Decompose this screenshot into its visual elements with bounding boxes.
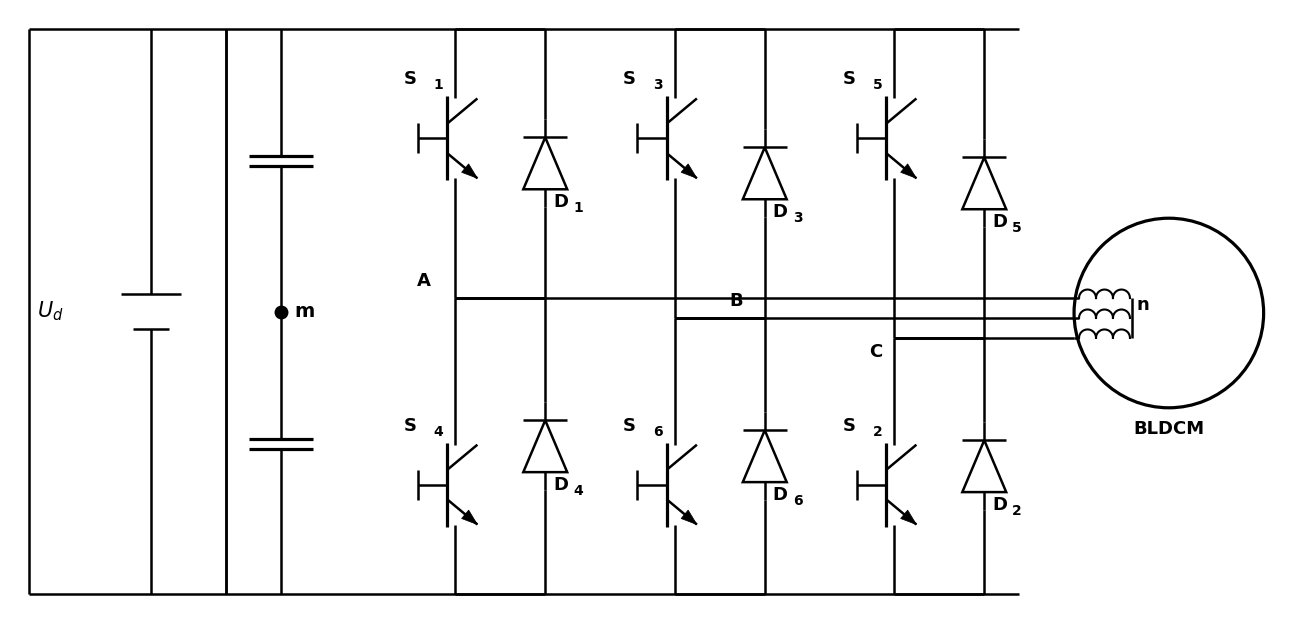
Text: n: n: [1137, 296, 1150, 314]
Text: 6: 6: [653, 425, 663, 439]
Text: 1: 1: [573, 201, 583, 215]
Text: S: S: [842, 70, 855, 88]
Polygon shape: [901, 510, 917, 525]
Text: D: D: [773, 486, 787, 504]
Polygon shape: [901, 164, 917, 178]
Polygon shape: [462, 510, 477, 525]
Text: S: S: [842, 417, 855, 435]
Text: m: m: [294, 302, 315, 321]
Text: 6: 6: [793, 494, 802, 508]
Text: 2: 2: [872, 425, 883, 439]
Polygon shape: [681, 164, 697, 178]
Text: B: B: [730, 292, 743, 310]
Polygon shape: [743, 430, 786, 482]
Text: D: D: [773, 203, 787, 221]
Text: 4: 4: [433, 425, 443, 439]
Polygon shape: [963, 158, 1006, 209]
Text: 5: 5: [1012, 221, 1022, 235]
Polygon shape: [963, 440, 1006, 492]
Text: D: D: [553, 476, 568, 494]
Text: 5: 5: [872, 78, 883, 92]
Text: 3: 3: [793, 211, 802, 226]
Text: $\it{U_d}$: $\it{U_d}$: [38, 300, 64, 323]
Polygon shape: [462, 164, 477, 178]
Text: S: S: [404, 70, 416, 88]
Text: S: S: [404, 417, 416, 435]
Text: S: S: [623, 70, 636, 88]
Polygon shape: [743, 148, 786, 199]
Polygon shape: [523, 421, 568, 472]
Text: D: D: [993, 213, 1007, 231]
Text: 2: 2: [1012, 504, 1022, 518]
Text: 3: 3: [653, 78, 663, 92]
Text: A: A: [417, 272, 430, 290]
Polygon shape: [681, 510, 697, 525]
Text: 4: 4: [573, 484, 583, 498]
Text: C: C: [870, 343, 883, 361]
Text: BLDCM: BLDCM: [1133, 420, 1205, 438]
Polygon shape: [523, 138, 568, 189]
Text: S: S: [623, 417, 636, 435]
Text: 1: 1: [433, 78, 443, 92]
Text: D: D: [993, 496, 1007, 514]
Text: D: D: [553, 193, 568, 211]
